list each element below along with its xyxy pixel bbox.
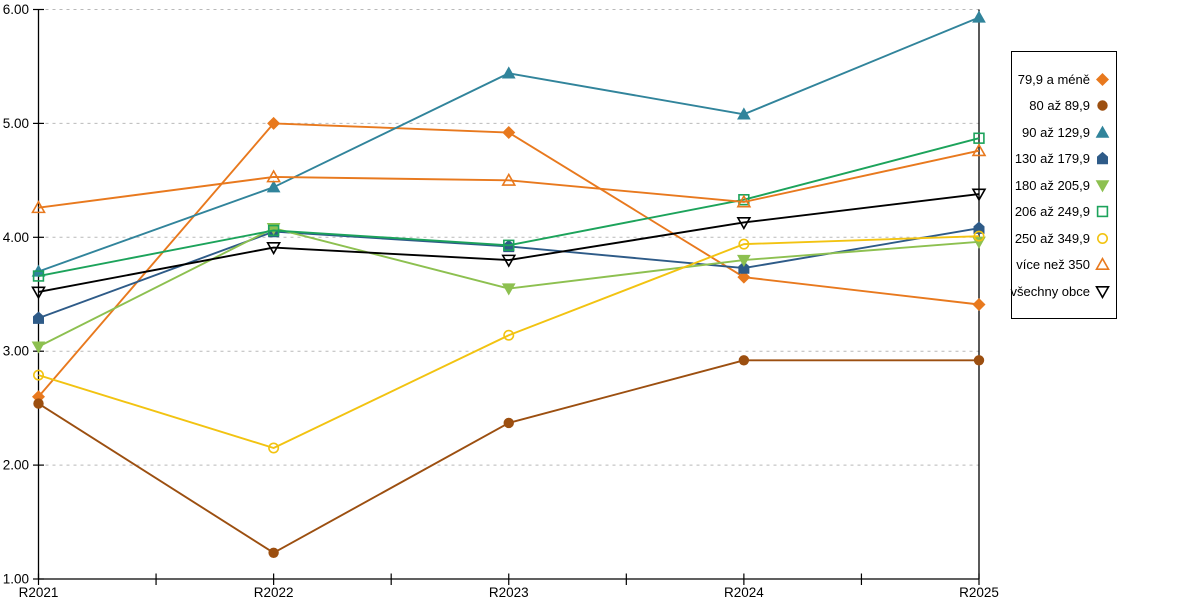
triangle-up-marker-icon: [501, 66, 516, 79]
circle-marker-icon: [268, 442, 280, 454]
circle-marker-icon: [738, 355, 750, 366]
legend-label: 180 až 205,9: [1014, 177, 1090, 193]
circle-marker-icon: [503, 329, 515, 341]
diamond-marker-icon: [502, 126, 516, 140]
legend-item: 79,9 a méně: [1014, 66, 1110, 93]
series-line: [38, 235, 980, 449]
triangle-down-marker-icon: [736, 216, 752, 231]
square-marker-icon: [267, 224, 280, 237]
triangle-down-marker-icon: [31, 341, 46, 354]
legend-marker: [1097, 232, 1108, 244]
series-line: [37, 359, 979, 554]
triangle-up-marker-icon: [737, 107, 751, 120]
legend-item: 206 až 249,9: [1014, 198, 1110, 225]
circle-marker-icon: [503, 417, 514, 429]
square-marker-icon: [973, 132, 985, 144]
circle-marker-icon: [738, 238, 750, 250]
circle-marker-icon: [32, 369, 44, 381]
legend-item: 250 až 349,9: [1014, 225, 1110, 252]
y-tick-label: 2.00: [3, 458, 29, 473]
circle-marker-icon: [1097, 100, 1108, 111]
pentagon-marker-icon: [738, 261, 750, 274]
legend-item: více než 350: [1014, 251, 1110, 278]
triangle-down-marker-icon: [1095, 285, 1110, 299]
pentagon-marker-icon: [1097, 151, 1108, 165]
circle-marker-icon: [268, 547, 279, 559]
legend-item: 180 až 205,9: [1014, 172, 1110, 199]
legend-label: 206 až 249,9: [1014, 204, 1090, 219]
series-206 až 249,9: [32, 132, 985, 282]
series-80 až 89,9: [33, 355, 985, 559]
legend-label: 130 až 179,9: [1014, 151, 1090, 166]
circle-marker-icon: [973, 230, 985, 242]
y-tick-label: 5.00: [3, 116, 29, 131]
pentagon-marker-icon: [33, 311, 44, 324]
legend-label: 250 až 349,9: [1014, 230, 1090, 246]
legend-marker: [1097, 100, 1108, 111]
circle-marker-icon: [33, 398, 44, 409]
triangle-down-marker-icon: [266, 242, 281, 256]
legend-marker: [1095, 285, 1110, 299]
diamond-marker-icon: [737, 270, 751, 284]
series-line: [38, 137, 980, 277]
legend-marker: [1095, 179, 1110, 192]
y-tick-label: 3.00: [3, 344, 29, 359]
diamond-marker-icon: [267, 116, 281, 130]
pentagon-marker-icon: [973, 221, 985, 234]
diamond-marker-icon: [1095, 72, 1110, 86]
series-line: [38, 193, 980, 293]
triangle-down-marker-icon: [1095, 179, 1110, 192]
legend: 79,9 a méně 80 až 89,9 90 až 129,9 130 až 1…: [1011, 51, 1117, 319]
y-tick-label: 4.00: [3, 230, 29, 245]
triangle-down-marker-icon: [737, 254, 751, 267]
legend-label: více než 350: [1016, 257, 1090, 272]
series-více než 350: [31, 143, 987, 214]
series-250 až 349,9: [32, 230, 985, 454]
circle-marker-icon: [1097, 232, 1108, 244]
x-tick-label: R2024: [724, 585, 764, 600]
x-tick-label: R2025: [959, 585, 999, 600]
series-90 až 129,9: [31, 10, 986, 277]
legend-item: 80 až 89,9: [1014, 92, 1110, 119]
square-marker-icon: [32, 270, 45, 282]
y-tick-label: 6.00: [3, 2, 29, 17]
triangle-down-marker-icon: [971, 188, 987, 202]
legend-label: 80 až 89,9: [1029, 98, 1090, 113]
x-tick-label: R2022: [254, 585, 294, 600]
triangle-up-marker-icon: [1095, 257, 1110, 270]
triangle-down-marker-icon: [501, 283, 516, 296]
legend-label: 79,9 a méně: [1017, 71, 1090, 87]
series-line: [38, 149, 980, 209]
legend-marker: [1095, 72, 1110, 86]
legend-item: 130 až 179,9: [1014, 145, 1110, 172]
triangle-up-marker-icon: [266, 180, 281, 193]
x-tick-label: R2021: [19, 585, 59, 600]
triangle-down-marker-icon: [31, 286, 46, 300]
legend-marker: [1095, 125, 1110, 138]
x-tick-label: R2023: [489, 585, 529, 600]
square-marker-icon: [503, 239, 515, 251]
triangle-up-marker-icon: [736, 194, 752, 208]
triangle-up-marker-icon: [501, 172, 517, 186]
legend-marker: [1095, 257, 1110, 270]
series-všechny obce: [31, 188, 987, 300]
square-marker-icon: [1096, 205, 1109, 218]
triangle-up-marker-icon: [266, 169, 281, 183]
legend-marker: [1096, 205, 1109, 218]
legend-marker: [1097, 151, 1108, 165]
triangle-up-marker-icon: [31, 200, 46, 214]
legend-item: všechny obce: [1010, 278, 1110, 305]
triangle-up-marker-icon: [972, 10, 986, 23]
legend-label: 90 až 129,9: [1022, 124, 1090, 140]
circle-marker-icon: [973, 355, 985, 366]
legend-item: 90 až 129,9: [1014, 119, 1110, 146]
triangle-down-marker-icon: [501, 254, 517, 268]
legend-label: všechny obce: [1010, 283, 1091, 299]
triangle-up-marker-icon: [971, 143, 987, 157]
y-tick-label: 1.00: [3, 572, 29, 587]
diamond-marker-icon: [972, 297, 986, 312]
triangle-up-marker-icon: [1095, 125, 1110, 138]
